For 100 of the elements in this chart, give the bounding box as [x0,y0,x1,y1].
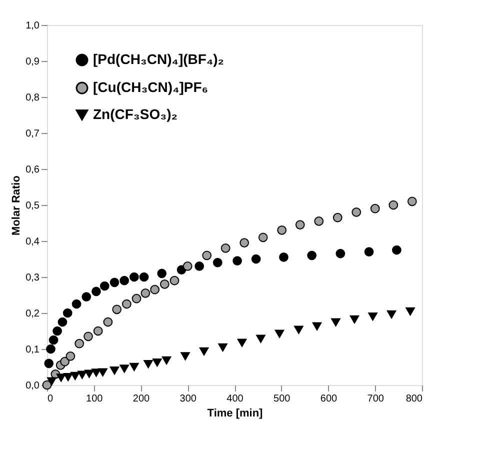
point [122,299,132,309]
point [370,204,380,214]
point [132,294,142,304]
point [92,286,101,296]
point [46,344,56,354]
point [392,245,402,255]
point [62,308,72,318]
legend-label: [Cu(CH₃CN)₄]PF₆ [93,79,208,95]
point [314,216,324,226]
point [130,272,139,282]
point [160,280,170,289]
point [194,262,204,271]
x-tick-label: 400 [226,394,244,404]
point [332,212,342,222]
point [406,307,415,316]
point [139,272,149,282]
point [42,380,52,390]
point [93,326,103,336]
y-tick-label: 0,5 [26,200,40,212]
point [388,200,398,210]
legend-label: [Pd(CH₃CN)₄](BF₄)₂ [93,51,224,67]
point [277,226,287,235]
point [331,318,340,326]
y-tick-label: 0,0 [26,380,40,392]
point [162,356,172,365]
point [72,299,82,309]
point [47,377,56,386]
point [350,315,360,324]
point [237,338,247,348]
point [52,326,62,336]
y-tick-label: 0,3 [26,272,40,284]
point [307,250,317,260]
point [312,322,322,330]
point [103,317,113,327]
point [130,362,139,372]
point [232,256,242,266]
point [352,208,362,217]
point [44,358,54,368]
x-tick-label: 800 [406,394,423,404]
point [182,262,192,271]
point [77,370,87,380]
point [157,268,167,278]
point [98,368,108,377]
x-tick-label: 100 [86,394,104,404]
point [258,232,268,242]
y-tick-label: 0,8 [26,92,40,104]
x-tick-label: 200 [132,394,150,404]
x-tick-label: 300 [180,394,197,404]
point [364,247,374,256]
point [256,334,266,344]
point [279,252,288,262]
point [120,276,130,286]
point [110,366,120,375]
point [295,220,305,230]
point [112,304,122,314]
point [294,326,304,334]
y-tick-label: 1,0 [26,20,40,32]
point [274,330,284,338]
y-tick-label: 0,7 [26,128,40,140]
point [212,258,222,268]
point [251,254,261,264]
y-tick-label: 0,6 [26,164,40,176]
y-tick-label: 0,9 [26,56,40,68]
point [48,335,58,345]
point [63,372,73,382]
point [84,332,93,342]
point [180,352,190,360]
legend-label: Zn(CF₃SO₃)₂ [93,106,178,122]
point [199,347,209,356]
point [220,244,230,253]
point [74,338,84,348]
x-tick-label: 0 [48,394,54,404]
point [70,372,80,380]
x-tick-label: 700 [367,394,384,404]
x-tick-label: 600 [320,394,338,404]
point [84,370,94,378]
point [386,310,396,319]
y-axis-title: Molar Ratio [10,175,23,236]
y-tick-label: 0,4 [26,236,40,248]
y-tick-label: 0,2 [26,308,40,320]
point [60,356,70,366]
point [56,374,66,382]
point [144,360,153,368]
point [66,352,76,361]
point [82,292,92,302]
point [150,284,160,294]
point [110,278,120,288]
point [240,238,250,248]
point [202,250,212,260]
x-axis-title: Time [min] [207,408,264,420]
point [336,248,346,258]
x-tick-label: 500 [274,394,291,404]
point [407,196,417,206]
point [218,343,228,352]
point [100,281,110,291]
point [368,312,378,321]
point [58,317,68,327]
point [120,364,130,373]
point [140,288,150,298]
point [152,358,162,367]
